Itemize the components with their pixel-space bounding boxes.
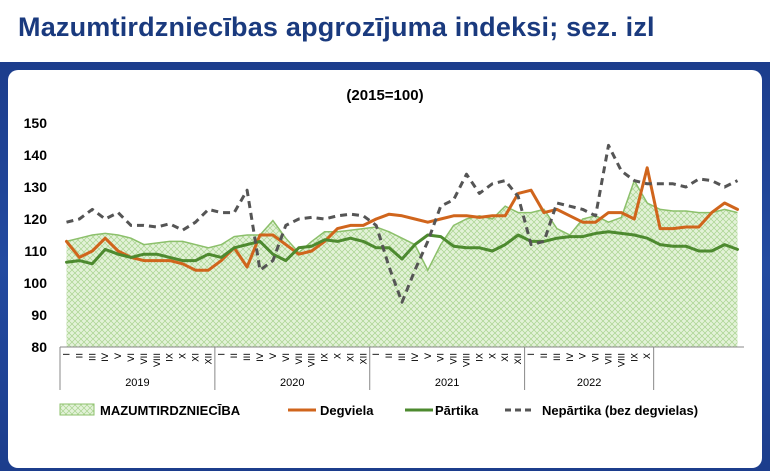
x-tick-label: I xyxy=(372,353,382,356)
x-tick-label: X xyxy=(179,353,189,359)
x-tick-label: I xyxy=(527,353,537,356)
x-tick-label: IX xyxy=(475,353,485,362)
y-tick-label: 140 xyxy=(24,147,48,163)
x-tick-label: IX xyxy=(166,353,176,362)
legend-label: Nepārtika (bez degvielas) xyxy=(542,403,698,418)
legend: MAZUMTIRDZNIECĪBA Degviela Pārtika Nepārtik… xyxy=(59,403,698,418)
y-tick-label: 130 xyxy=(24,179,48,195)
y-tick-label: 120 xyxy=(24,211,48,227)
x-tick-label: VII xyxy=(140,353,150,364)
x-tick-label: II xyxy=(230,353,240,358)
x-tick-label: XI xyxy=(192,353,202,362)
x-tick-label: I xyxy=(217,353,227,356)
y-tick-label: 150 xyxy=(24,115,48,131)
y-tick-label: 100 xyxy=(24,275,48,291)
x-tick-label: X xyxy=(643,353,653,359)
x-tick-label: V xyxy=(114,352,124,359)
x-tick-label: V xyxy=(269,352,279,359)
x-tick-label: IV xyxy=(256,352,266,362)
x-tick-label: VIII xyxy=(153,353,163,367)
x-tick-label: VI xyxy=(592,353,602,362)
x-tick-label: VII xyxy=(604,353,614,364)
y-tick-label: 90 xyxy=(31,307,47,323)
x-tick-label: II xyxy=(75,353,85,358)
series-line-retail xyxy=(66,178,738,272)
series-line-nonfood xyxy=(66,143,739,304)
x-tick-label: VII xyxy=(295,353,305,364)
series-area-retail xyxy=(66,180,738,347)
x-tick-label: I xyxy=(62,353,72,356)
x-tick-label: VI xyxy=(282,353,292,362)
x-tick-label: II xyxy=(540,353,550,358)
x-tick-label: III xyxy=(243,353,253,361)
x-tick-label: IV xyxy=(411,352,421,362)
x-tick-label: IV xyxy=(101,352,111,362)
x-tick-label: XI xyxy=(501,353,511,362)
x-tick-label: XII xyxy=(514,353,524,364)
plot-area xyxy=(65,143,739,347)
x-year-label: 2020 xyxy=(280,377,304,389)
x-tick-label: IX xyxy=(321,353,331,362)
title-bar: Mazumtirdzniecības apgrozījuma indeksi; … xyxy=(0,0,770,62)
series-line-fuel xyxy=(65,166,739,272)
legend-label: MAZUMTIRDZNIECĪBA xyxy=(100,403,241,418)
x-year-label: 2021 xyxy=(435,377,459,389)
x-tick-label: XII xyxy=(359,353,369,364)
x-year-label: 2019 xyxy=(125,377,149,389)
x-tick-label: VI xyxy=(127,353,137,362)
x-tick-label: X xyxy=(488,353,498,359)
x-tick-label: V xyxy=(424,352,434,359)
y-axis: 80 90 100 110 120 130 140 150 xyxy=(24,115,48,355)
x-tick-label: VIII xyxy=(463,353,473,367)
x-tick-label: XI xyxy=(346,353,356,362)
x-tick-label: II xyxy=(385,353,395,358)
x-tick-label: IX xyxy=(630,353,640,362)
page-title: Mazumtirdzniecības apgrozījuma indeksi; … xyxy=(18,12,655,42)
legend-swatch-retail xyxy=(59,403,95,416)
x-tick-label: VII xyxy=(450,353,460,364)
x-tick-label: VIII xyxy=(617,353,627,367)
x-tick-label: III xyxy=(553,353,563,361)
series-line-food xyxy=(65,230,739,266)
legend-label: Pārtika xyxy=(435,403,479,418)
chart-subtitle: (2015=100) xyxy=(346,87,423,104)
x-axis: I II III IV V VI VII VIII IX X XI XII I II III IV V VI VII… xyxy=(59,346,744,390)
x-tick-label: V xyxy=(579,352,589,359)
x-tick-label: III xyxy=(398,353,408,361)
legend-label: Degviela xyxy=(320,403,374,418)
y-tick-label: 80 xyxy=(31,339,47,355)
x-tick-label: VIII xyxy=(308,353,318,367)
x-tick-label: XII xyxy=(204,353,214,364)
x-tick-label: III xyxy=(88,353,98,361)
x-tick-label: VI xyxy=(437,353,447,362)
x-tick-label: X xyxy=(333,353,343,359)
x-tick-label: IV xyxy=(566,352,576,362)
y-tick-label: 110 xyxy=(24,243,47,259)
x-year-label: 2022 xyxy=(577,377,601,389)
